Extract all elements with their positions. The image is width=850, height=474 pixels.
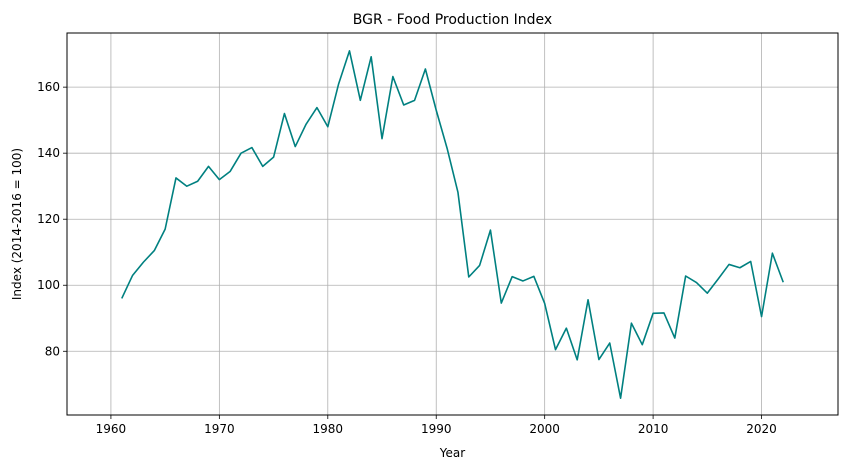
series-layer — [121, 50, 784, 399]
x-axis-label: Year — [439, 446, 465, 460]
y-tick-label: 120 — [37, 212, 60, 226]
chart-title: BGR - Food Production Index — [353, 12, 552, 28]
y-tick-label: 80 — [45, 344, 60, 358]
x-tick-label: 2010 — [638, 422, 669, 436]
y-tick-label: 160 — [37, 80, 60, 94]
x-tick-label: 1990 — [421, 422, 452, 436]
series-line — [121, 50, 784, 399]
y-tick-label: 100 — [37, 278, 60, 292]
x-tick-label: 1960 — [96, 422, 127, 436]
x-tick-label: 1980 — [313, 422, 344, 436]
x-tick-label: 2000 — [529, 422, 560, 436]
axis-ticks: 1960 1970 1980 1990 2000 2010 2020 80 100 120 140 1… — [37, 80, 777, 436]
grid-lines — [67, 33, 838, 415]
y-axis-label: Index (2014-2016 = 100) — [10, 148, 24, 300]
x-tick-label: 1970 — [204, 422, 235, 436]
plot-frame — [66, 32, 839, 416]
x-tick-label: 2020 — [746, 422, 777, 436]
y-tick-label: 140 — [37, 146, 60, 160]
